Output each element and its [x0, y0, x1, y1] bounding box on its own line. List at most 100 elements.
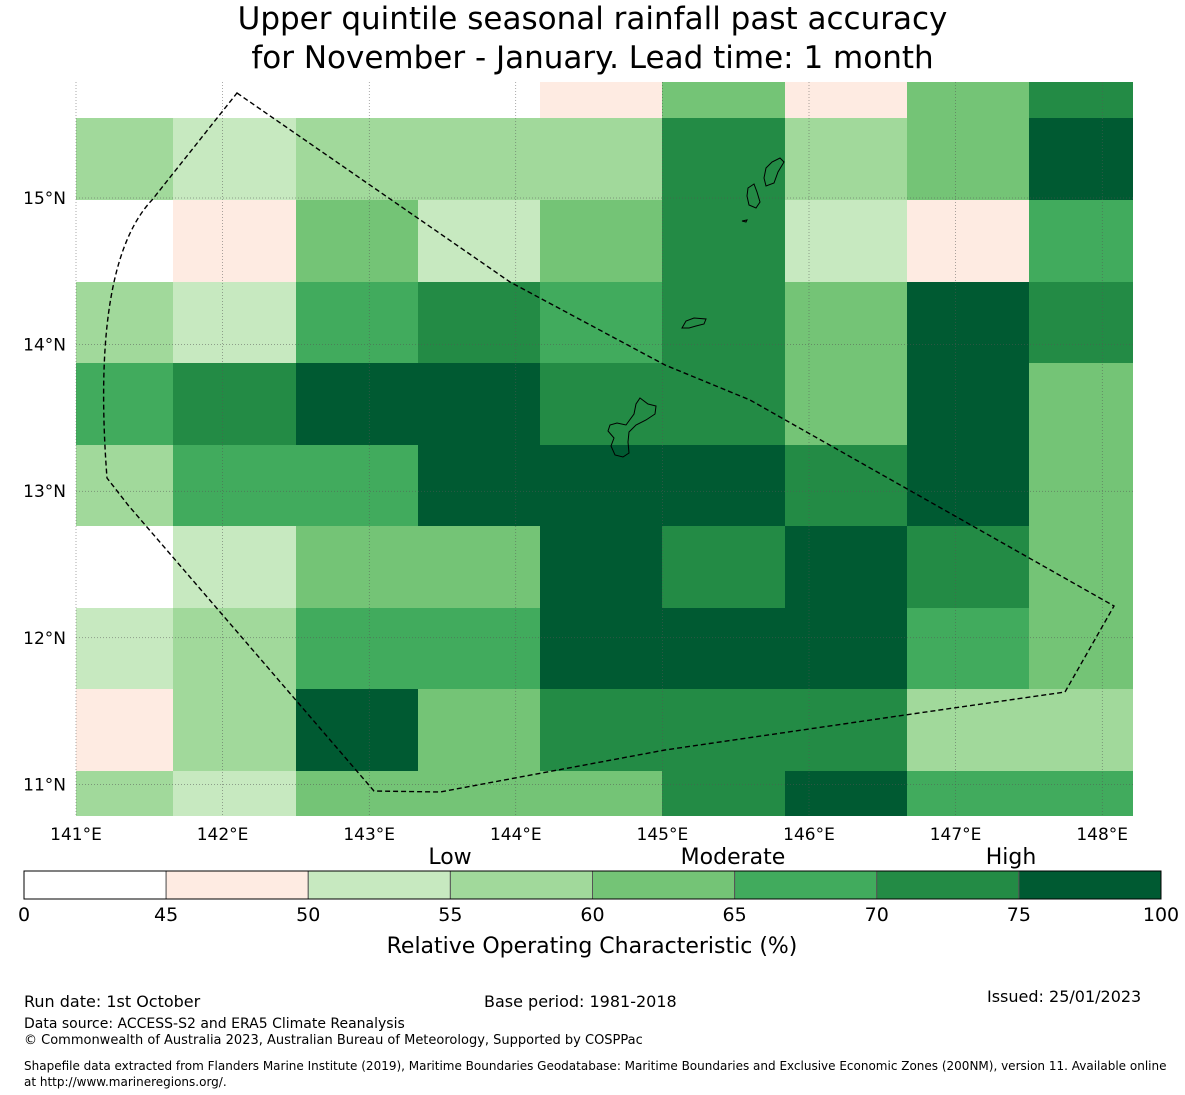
grid-cell [1029, 608, 1133, 689]
lon-tick-label: 145°E [637, 825, 689, 845]
colorbar-tick-label: 55 [438, 904, 462, 926]
colorbar-tick-labels: 0 45 50 55 60 65 70 75 100 [18, 904, 1179, 926]
grid-cell [662, 82, 785, 118]
grid-cell [540, 608, 662, 689]
grid-cell [662, 526, 785, 608]
data-source: Data source: ACCESS-S2 and ERA5 Climate … [24, 1016, 405, 1032]
base-period: Base period: 1981-2018 [484, 992, 677, 1011]
grid-cell [907, 118, 1029, 200]
grid-cell [76, 363, 173, 445]
lon-tick-label: 144°E [490, 825, 542, 845]
grid-cell [173, 282, 296, 363]
grid-cell [1029, 445, 1133, 526]
grid-cell [76, 200, 173, 282]
issued-date: Issued: 25/01/2023 [987, 987, 1142, 1006]
island-rota [681, 317, 707, 329]
grid-cell [540, 689, 662, 771]
lon-tick-label: 143°E [343, 825, 395, 845]
grid-cell [785, 82, 907, 118]
colorbar-tick-label: 70 [865, 904, 889, 926]
grid-cell [76, 118, 173, 200]
colorbar-tick-label: 60 [580, 904, 604, 926]
grid-cell [418, 363, 540, 445]
grid-cell [76, 282, 173, 363]
grid-cell [540, 363, 662, 445]
lon-tick-labels: 141°E 142°E 143°E 144°E 145°E 146°E 147°E 148°E [50, 825, 1128, 845]
colorbar-swatch [307, 870, 451, 900]
grid-cell [173, 771, 296, 816]
colorbar-axis-label: Relative Operating Characteristic (%) [387, 934, 798, 959]
grid-cell [173, 608, 296, 689]
title-line-1: Upper quintile seasonal rainfall past ac… [237, 1, 948, 37]
run-date: Run date: 1st October [24, 992, 201, 1011]
island-aguijan [741, 219, 748, 223]
grid-cell [907, 363, 1029, 445]
lat-tick-labels: 15°N 14°N 13°N 12°N 11°N [23, 189, 66, 795]
colorbar-swatch [449, 870, 593, 900]
colorbar-swatch [23, 870, 167, 900]
grid-cell [296, 526, 418, 608]
lat-tick-label: 13°N [23, 482, 66, 502]
colorbar-swatch [1018, 870, 1162, 900]
grid-cell [76, 771, 173, 816]
grid-cell [785, 689, 907, 771]
grid-cells [76, 82, 1133, 816]
grid-cell [296, 82, 418, 118]
colorbar-category-label: Moderate [681, 845, 786, 870]
grid-cell [785, 608, 907, 689]
grid-cell [173, 689, 296, 771]
lat-tick-label: 15°N [23, 189, 66, 209]
lat-tick-label: 14°N [23, 336, 66, 356]
island-guam [607, 397, 657, 458]
grid-cell [296, 689, 418, 771]
grid-cell [540, 200, 662, 282]
grid-cell [418, 771, 540, 816]
grid-cell [76, 82, 173, 118]
colorbar-frame [23, 870, 1162, 900]
lon-tick-label: 148°E [1076, 825, 1128, 845]
grid-cell [173, 526, 296, 608]
grid-cell [785, 526, 907, 608]
grid-cell [907, 608, 1029, 689]
colorbar-swatch [734, 870, 878, 900]
gridlines [75, 82, 1133, 816]
grid-cell [296, 771, 418, 816]
island-tinian [746, 183, 761, 209]
title-line-2: for November - January. Lead time: 1 mon… [251, 40, 934, 76]
lat-tick-label: 12°N [23, 629, 66, 649]
grid-cell [1029, 771, 1133, 816]
lon-tick-label: 142°E [197, 825, 249, 845]
copyright: © Commonwealth of Australia 2023, Austra… [24, 1033, 643, 1048]
chart-title: Upper quintile seasonal rainfall past ac… [0, 0, 1185, 78]
lat-tick-label: 11°N [23, 775, 66, 795]
grid-cell [785, 118, 907, 200]
grid-cell [785, 363, 907, 445]
grid-cell [540, 282, 662, 363]
grid-cell [173, 118, 296, 200]
colorbar-tick-label: 100 [1143, 904, 1179, 926]
grid-cell [76, 689, 173, 771]
grid-cell [540, 526, 662, 608]
grid-cell [1029, 118, 1133, 200]
shapefile-credit: Shapefile data extracted from Flanders M… [24, 1059, 1167, 1089]
colorbar [23, 870, 1162, 900]
grid-cell [418, 445, 540, 526]
grid-cell [662, 363, 785, 445]
grid-cell [173, 363, 296, 445]
grid-cell [296, 200, 418, 282]
grid-cell [907, 82, 1029, 118]
colorbar-swatch [165, 870, 309, 900]
grid-cell [662, 200, 785, 282]
grid-cell [907, 526, 1029, 608]
grid-cell [296, 363, 418, 445]
colorbar-tick-label: 45 [154, 904, 178, 926]
colorbar-tick-label: 50 [296, 904, 320, 926]
grid-cell [907, 771, 1029, 816]
grid-cell [907, 689, 1029, 771]
grid-cell [662, 282, 785, 363]
colorbar-category-label: High [986, 845, 1037, 870]
grid-cell [296, 445, 418, 526]
island-saipan [763, 157, 785, 187]
grid-cell [785, 282, 907, 363]
